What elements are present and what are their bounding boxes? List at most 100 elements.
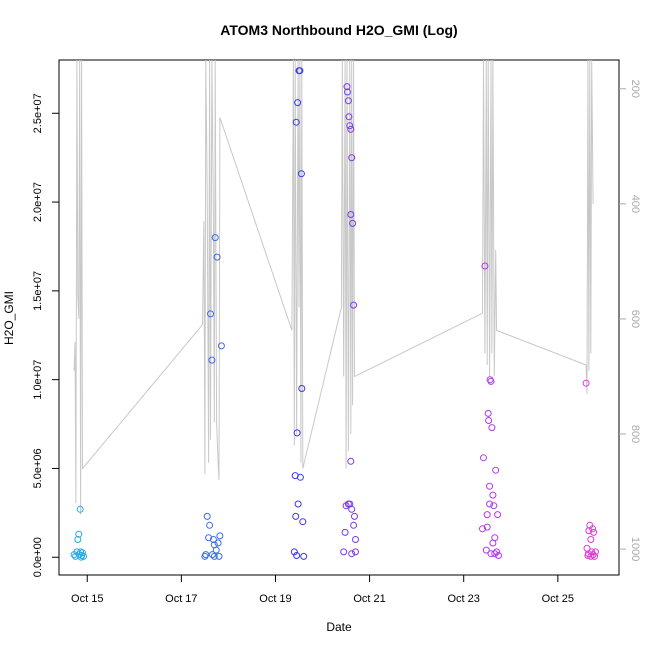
data-point bbox=[299, 518, 307, 526]
data-point bbox=[296, 67, 304, 75]
data-point bbox=[350, 301, 358, 309]
data-point bbox=[79, 549, 86, 557]
pressure-line bbox=[73, 60, 594, 515]
data-point bbox=[352, 536, 359, 543]
data-point bbox=[213, 253, 221, 261]
data-point bbox=[590, 528, 598, 536]
data-point bbox=[209, 536, 217, 543]
x-axis: Oct 15 Oct 17 Oct 19 Oct 21 Oct 23 Oct 25 bbox=[71, 575, 574, 605]
data-point bbox=[481, 262, 489, 270]
y-axis-label: H2O_GMI bbox=[2, 291, 16, 345]
right-tick-label: 400 bbox=[629, 195, 641, 213]
x-tick-label: Oct 25 bbox=[542, 593, 574, 605]
data-point bbox=[351, 512, 358, 520]
y-tick-label: 1.0e+07 bbox=[32, 360, 44, 400]
data-point bbox=[347, 457, 355, 465]
data-point bbox=[585, 527, 593, 535]
y-tick-label: 0.0e+00 bbox=[32, 537, 44, 577]
data-point bbox=[488, 424, 496, 432]
x-tick-label: Oct 19 bbox=[259, 593, 291, 605]
data-point bbox=[203, 512, 211, 520]
data-point bbox=[298, 385, 306, 392]
y-axis: 0.0e+00 5.0e+06 1.0e+07 1.5e+07 2.0e+07 2.5e+… bbox=[32, 93, 59, 577]
data-point bbox=[208, 551, 216, 559]
data-point bbox=[214, 539, 222, 547]
right-axis: 200 400 600 800 1000 bbox=[619, 80, 641, 561]
data-point bbox=[486, 500, 494, 508]
data-point bbox=[348, 154, 356, 162]
data-point bbox=[591, 552, 598, 560]
data-point bbox=[207, 310, 214, 318]
plot-area bbox=[58, 59, 620, 576]
data-point bbox=[341, 528, 349, 536]
data-point bbox=[293, 429, 301, 437]
data-point bbox=[495, 552, 502, 559]
y-tick-label: 5.0e+06 bbox=[32, 448, 44, 488]
pressure-series bbox=[73, 60, 594, 515]
right-tick-label: 600 bbox=[629, 310, 641, 328]
data-point bbox=[346, 122, 354, 130]
x-tick-label: Oct 21 bbox=[353, 593, 385, 605]
data-point bbox=[352, 548, 359, 556]
data-point bbox=[208, 356, 216, 364]
data-point bbox=[492, 466, 500, 474]
data-point bbox=[582, 379, 590, 387]
data-point bbox=[294, 500, 302, 508]
right-tick-label: 800 bbox=[629, 425, 641, 443]
data-point bbox=[483, 523, 491, 531]
data-point bbox=[292, 118, 300, 126]
data-point bbox=[344, 97, 352, 105]
data-point bbox=[290, 548, 298, 556]
data-point bbox=[300, 552, 308, 560]
data-point bbox=[74, 536, 82, 543]
data-point bbox=[296, 473, 304, 481]
y-tick-label: 2.0e+07 bbox=[32, 182, 44, 222]
chart-title: ATOM3 Northbound H2O_GMI (Log) bbox=[220, 22, 457, 38]
x-tick-label: Oct 15 bbox=[71, 593, 103, 605]
data-point bbox=[589, 551, 597, 559]
data-point bbox=[589, 525, 597, 533]
data-point bbox=[489, 491, 497, 499]
data-point bbox=[350, 521, 358, 529]
data-point bbox=[480, 454, 487, 462]
data-point bbox=[77, 553, 85, 561]
data-point bbox=[76, 505, 84, 513]
data-point bbox=[212, 546, 220, 554]
data-point bbox=[345, 113, 353, 121]
data-point bbox=[348, 550, 356, 558]
data-point bbox=[347, 125, 355, 133]
data-point bbox=[494, 511, 502, 519]
right-tick-label: 200 bbox=[629, 80, 641, 98]
data-point bbox=[349, 219, 357, 227]
data-point bbox=[202, 551, 210, 559]
data-point bbox=[70, 551, 78, 559]
data-point bbox=[343, 83, 351, 91]
data-point bbox=[294, 99, 302, 107]
right-tick-label: 1000 bbox=[629, 537, 641, 561]
data-point bbox=[487, 377, 495, 385]
data-point bbox=[344, 88, 351, 96]
data-point bbox=[217, 342, 225, 350]
data-point bbox=[75, 530, 83, 538]
y-tick-label: 1.5e+07 bbox=[32, 271, 44, 311]
data-point bbox=[490, 502, 498, 510]
data-point bbox=[340, 548, 348, 556]
data-point bbox=[210, 552, 218, 560]
x-axis-label: Date bbox=[326, 620, 352, 634]
data-point bbox=[485, 417, 493, 424]
data-point bbox=[489, 539, 497, 547]
data-point bbox=[479, 525, 486, 533]
data-point bbox=[216, 532, 224, 540]
data-point bbox=[347, 211, 355, 218]
plot-frame bbox=[58, 59, 620, 576]
data-point bbox=[344, 500, 352, 508]
data-point bbox=[491, 550, 499, 558]
data-point bbox=[211, 234, 219, 242]
data-point bbox=[348, 505, 356, 513]
data-point bbox=[484, 409, 492, 417]
data-point bbox=[206, 521, 214, 529]
y-tick-label: 2.5e+07 bbox=[32, 93, 44, 133]
data-point bbox=[486, 482, 494, 490]
data-point bbox=[205, 534, 213, 542]
